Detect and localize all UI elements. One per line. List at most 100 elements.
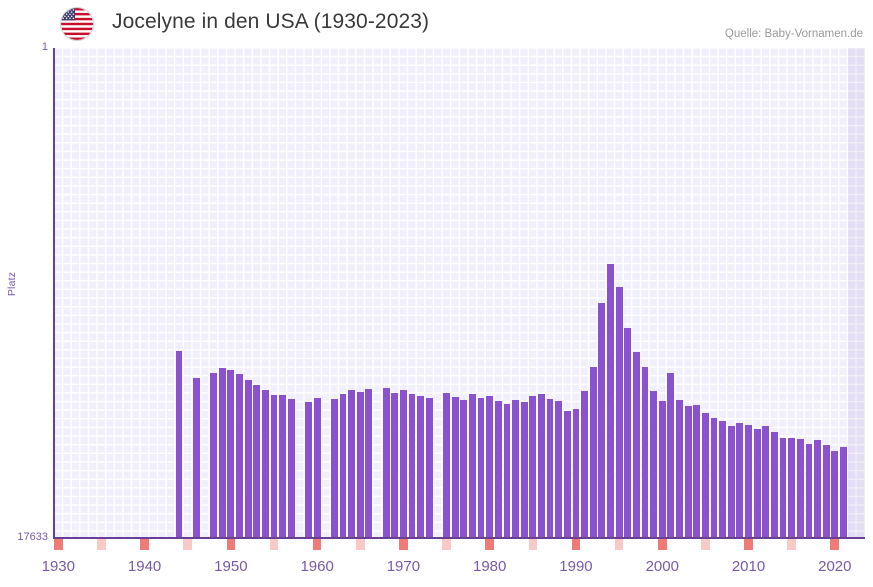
bar-2002: [676, 399, 683, 538]
x-tick-mark-1985: [528, 539, 538, 550]
bar-1960: [313, 398, 321, 538]
x-tick-mark-2000: [657, 539, 667, 550]
x-tick-mark-1945: [183, 539, 192, 550]
bar-2014: [779, 438, 787, 538]
bar-2007: [719, 421, 727, 538]
bar-2017: [805, 444, 813, 538]
bar-1949: [218, 367, 226, 538]
y-axis-bottom-label: 17633: [17, 531, 48, 543]
x-tick-mark-1950: [226, 539, 236, 550]
bar-1954: [261, 390, 269, 538]
bar-1995: [615, 286, 623, 538]
bar-1985: [529, 395, 537, 538]
x-tick-mark-1995: [614, 539, 624, 550]
bar-1952: [244, 379, 252, 538]
bar-1956: [279, 395, 287, 538]
x-tick-mark-1975: [442, 539, 451, 550]
chart-header: Jocelyne in den USA (1930-2023) Quelle: …: [0, 0, 873, 48]
bar-1969: [391, 393, 399, 538]
bar-2018: [814, 439, 821, 538]
x-tick-mark-1940: [140, 539, 149, 550]
bar-1975: [443, 393, 450, 538]
x-axis-label-1950: 1950: [214, 558, 248, 575]
bar-1959: [305, 402, 312, 538]
y-axis-top-label: 1: [41, 41, 48, 53]
x-tick-mark-1965: [355, 539, 365, 550]
x-axis-label-2020: 2020: [818, 558, 852, 575]
bar-1982: [503, 403, 511, 538]
x-axis-label-1970: 1970: [386, 558, 421, 575]
x-tick-mark-2020: [830, 539, 840, 550]
x-tick-mark-1960: [312, 539, 322, 550]
bar-1964: [348, 389, 356, 538]
bar-1957: [287, 399, 295, 538]
bar-1953: [253, 385, 261, 538]
bar-2015: [788, 437, 796, 538]
bar-2000: [658, 400, 666, 538]
bar-1962: [330, 398, 338, 538]
bar-1987: [546, 399, 554, 538]
bar-1990: [572, 408, 580, 538]
bar-2013: [770, 432, 778, 538]
source-attribution: Quelle: Baby-Vornamen.de: [724, 28, 863, 40]
bar-1986: [538, 394, 545, 538]
bar-1996: [624, 327, 632, 538]
bar-2004: [693, 404, 701, 538]
bar-1968: [382, 388, 390, 538]
x-tick-mark-1990: [571, 539, 581, 550]
chart-bars: [54, 48, 865, 538]
bar-1944: [175, 351, 183, 538]
x-tick-mark-2010: [744, 539, 753, 550]
bar-1991: [581, 391, 588, 538]
bar-1978: [469, 394, 476, 538]
chart-plot-area: [54, 48, 865, 538]
bar-1970: [400, 390, 407, 538]
bar-1984: [520, 402, 528, 538]
bar-2008: [727, 426, 735, 538]
bar-1993: [598, 303, 606, 538]
bar-1946: [192, 377, 200, 538]
x-axis-label-1940: 1940: [127, 558, 162, 575]
bar-2010: [745, 424, 752, 538]
bar-1998: [641, 367, 649, 538]
bar-1973: [425, 398, 433, 538]
x-tick-mark-1955: [269, 539, 279, 550]
bar-2001: [667, 373, 675, 538]
y-axis-title: Platz: [6, 271, 18, 297]
bar-1997: [632, 352, 640, 538]
bar-1994: [607, 264, 614, 538]
bar-1979: [477, 397, 485, 538]
bar-2003: [684, 406, 692, 538]
bar-2006: [710, 417, 718, 538]
x-tick-mark-1935: [97, 539, 106, 550]
bar-1951: [236, 374, 243, 538]
x-tick-mark-1970: [399, 539, 408, 550]
y-axis-line: [53, 48, 55, 539]
bar-1971: [408, 393, 416, 538]
x-axis-label-2000: 2000: [645, 558, 679, 575]
bar-2005: [701, 412, 709, 538]
x-axis-line: [54, 537, 865, 539]
bar-1992: [589, 367, 597, 538]
bar-2019: [822, 444, 830, 538]
x-tick-mark-2005: [701, 539, 710, 550]
bar-1972: [417, 396, 425, 538]
bar-1981: [494, 401, 502, 538]
bar-1988: [555, 400, 563, 538]
bar-2009: [736, 423, 744, 538]
x-tick-mark-1980: [485, 539, 494, 550]
bar-1948: [210, 373, 217, 538]
bar-1963: [339, 394, 347, 538]
bar-2020: [831, 450, 839, 538]
bar-1989: [563, 410, 571, 538]
bar-1966: [365, 389, 373, 538]
page-title: Jocelyne in den USA (1930-2023): [112, 10, 430, 33]
bar-1980: [486, 395, 494, 538]
bar-1955: [270, 394, 278, 538]
x-tick-mark-2015: [787, 539, 796, 550]
bar-2021: [840, 446, 847, 538]
bar-1977: [460, 399, 468, 538]
x-tick-mark-1930: [54, 539, 63, 550]
x-axis-label-2010: 2010: [731, 558, 766, 575]
x-axis-label-1960: 1960: [300, 558, 334, 575]
